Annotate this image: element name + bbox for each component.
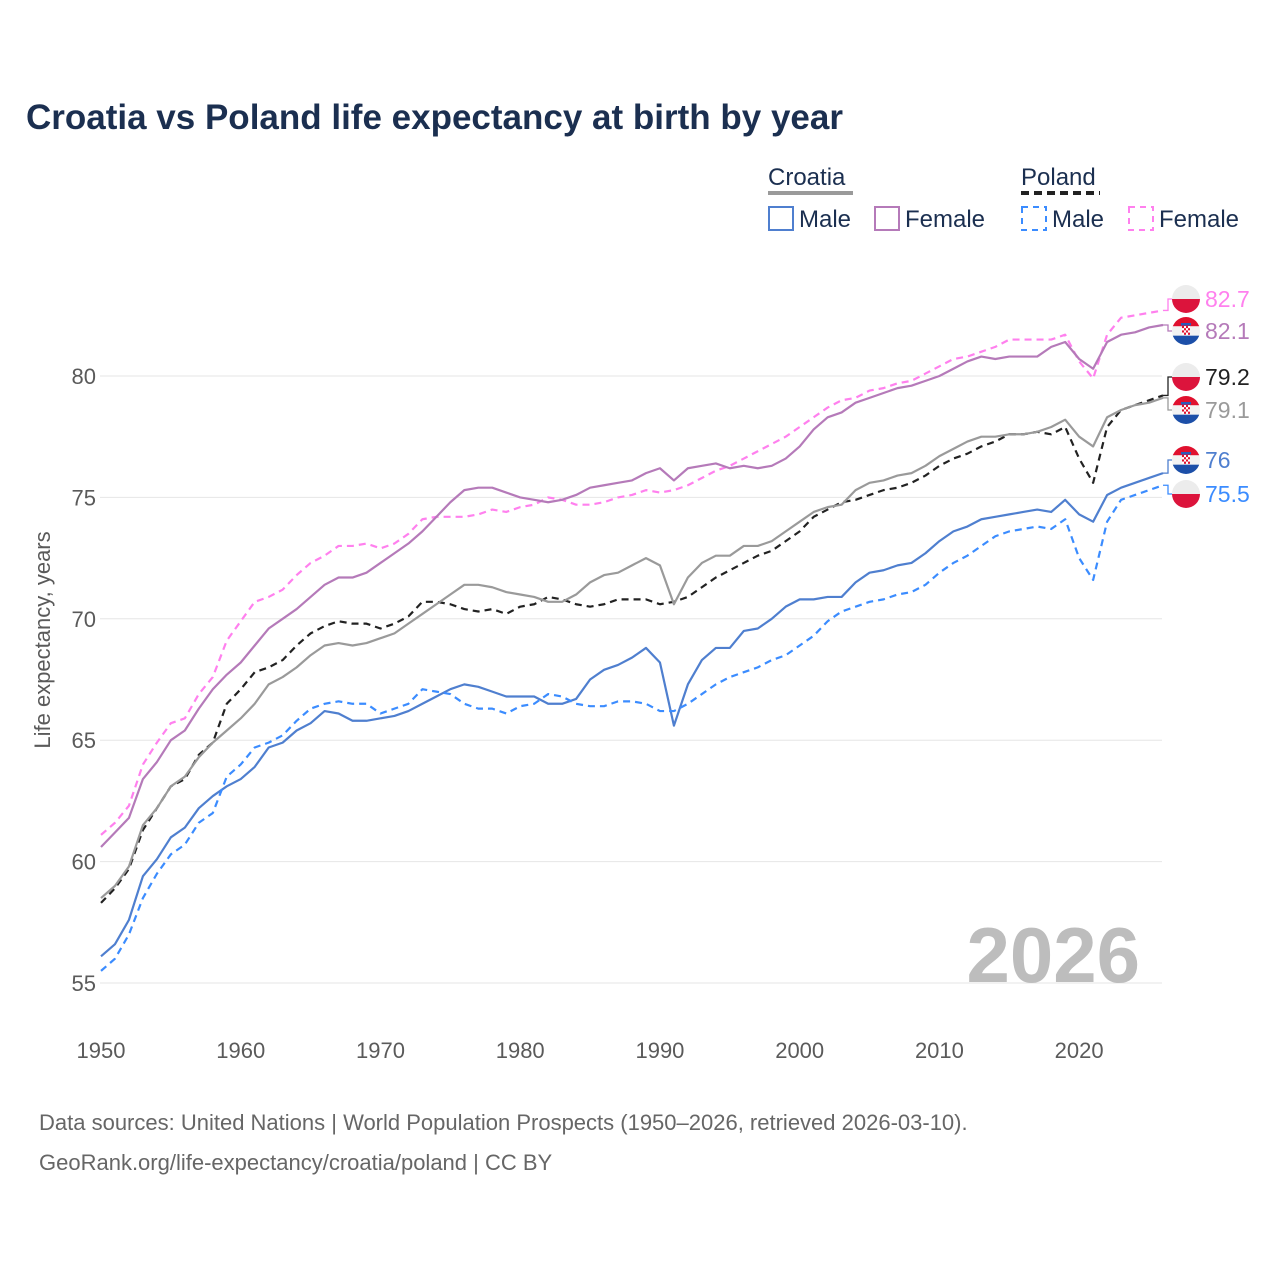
series-line-poland — [100, 394, 1164, 904]
series-line-croatia-female — [100, 323, 1164, 848]
x-tick-label: 1950 — [77, 1038, 126, 1063]
x-tick-label: 2020 — [1055, 1038, 1104, 1063]
legend-poland-male-swatch — [1021, 206, 1047, 231]
footer-link: GeoRank.org/life-expectancy/croatia/pola… — [39, 1150, 553, 1175]
legend-poland-male: Male — [1052, 206, 1104, 233]
label-connector — [1163, 324, 1173, 332]
poland-flag-icon — [1172, 285, 1200, 313]
label-connector — [1163, 376, 1173, 397]
y-tick-label: 60 — [72, 850, 96, 875]
x-tick-label: 2000 — [775, 1038, 824, 1063]
series-line-poland-male — [100, 484, 1164, 972]
label-connector — [1163, 298, 1173, 312]
x-tick-label: 1980 — [496, 1038, 545, 1063]
y-axis-label: Life expectancy, years — [30, 531, 55, 748]
legend-croatia-male: Male — [799, 206, 851, 233]
x-tick-label: 2010 — [915, 1038, 964, 1063]
series-line-croatia-male — [100, 472, 1164, 958]
legend: Croatia Male Female Poland Male Female — [768, 164, 1239, 233]
footer-sources: Data sources: United Nations | World Pop… — [39, 1110, 968, 1135]
series-line-croatia — [100, 396, 1164, 899]
poland-flag-icon — [1172, 363, 1200, 391]
x-tick-label: 1970 — [356, 1038, 405, 1063]
end-value-label: 76 — [1205, 447, 1231, 473]
legend-croatia-female-swatch — [874, 206, 900, 231]
legend-group-croatia: Croatia — [768, 164, 846, 191]
legend-poland-female: Female — [1159, 206, 1239, 233]
croatia-flag-icon — [1172, 317, 1200, 345]
y-tick-label: 65 — [72, 728, 96, 753]
end-value-label: 79.2 — [1205, 364, 1250, 390]
end-value-label: 79.1 — [1205, 397, 1250, 423]
end-value-label: 75.5 — [1205, 481, 1250, 507]
x-tick-label: 1990 — [635, 1038, 684, 1063]
end-value-label: 82.7 — [1205, 286, 1250, 312]
poland-flag-icon — [1172, 480, 1200, 508]
y-tick-label: 70 — [72, 607, 96, 632]
chart-title: Croatia vs Poland life expectancy at bir… — [26, 98, 843, 137]
legend-croatia-female: Female — [905, 206, 985, 233]
series-line-poland-female — [100, 309, 1164, 836]
label-connector — [1163, 397, 1173, 411]
label-connector — [1163, 459, 1173, 474]
croatia-flag-icon — [1172, 446, 1200, 474]
legend-poland-female-swatch — [1128, 206, 1154, 231]
y-tick-label: 75 — [72, 485, 96, 510]
end-value-label: 82.1 — [1205, 318, 1250, 344]
y-tick-label: 80 — [72, 364, 96, 389]
legend-croatia-male-swatch — [768, 206, 794, 231]
legend-group-poland: Poland — [1021, 164, 1096, 191]
label-connector — [1163, 484, 1173, 495]
y-tick-label: 55 — [72, 971, 96, 996]
year-watermark: 2026 — [966, 911, 1140, 999]
x-tick-label: 1960 — [216, 1038, 265, 1063]
croatia-flag-icon — [1172, 396, 1200, 424]
